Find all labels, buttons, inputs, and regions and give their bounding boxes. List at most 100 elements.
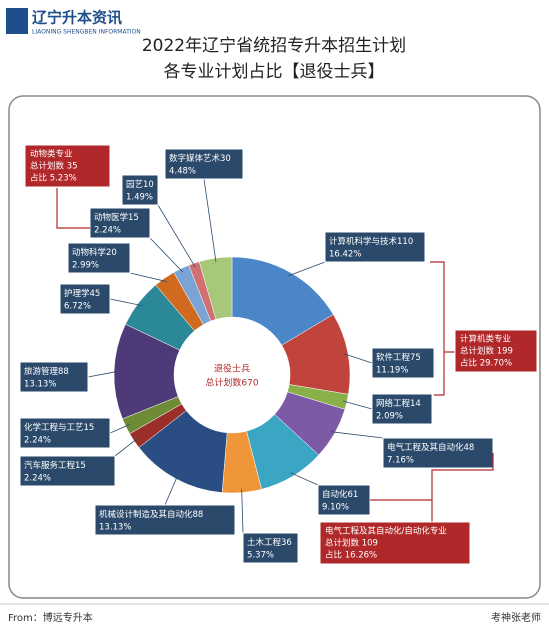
- value-label: 2.24%: [94, 226, 121, 236]
- category-label: 护理学45: [64, 288, 100, 299]
- group-line: 占比 29.70%: [460, 358, 512, 369]
- label-box: [19, 455, 116, 487]
- value-label: 1.49%: [126, 193, 153, 203]
- value-label: 16.42%: [329, 250, 361, 260]
- label-box: [94, 504, 236, 536]
- count: 36: [281, 538, 292, 548]
- leader-line: [157, 204, 196, 268]
- count: 48: [464, 443, 475, 453]
- category-name: 机械设计制造及其自动化: [99, 509, 193, 520]
- category-name: 护理学: [64, 288, 90, 299]
- group-line: 占比 16.26%: [325, 550, 377, 561]
- category-name: 动物科学: [72, 247, 107, 258]
- value-label: 11.19%: [376, 366, 408, 376]
- category-label: 数字媒体艺术30: [169, 153, 231, 164]
- leader-line: [330, 431, 384, 439]
- source: From：博远专升本: [8, 611, 93, 624]
- count: 45: [90, 289, 101, 299]
- category-label: 园艺10: [126, 180, 154, 190]
- label-box: [242, 532, 299, 564]
- label-box: [371, 347, 435, 379]
- group-line: 总计划数 199: [460, 346, 513, 357]
- center-title: 退役士兵: [214, 363, 250, 375]
- category-label: 网络工程14: [376, 398, 421, 409]
- count: 14: [410, 399, 421, 409]
- label-box: [59, 283, 111, 315]
- leader-line: [343, 353, 373, 364]
- leader-line: [114, 438, 138, 457]
- category-name: 自动化: [322, 489, 348, 500]
- category-name: 动物医学: [94, 212, 129, 223]
- category-name: 旅游管理: [24, 366, 59, 377]
- label-box: [371, 393, 433, 425]
- category-name: 园艺: [126, 180, 143, 190]
- category-name: 软件工程: [376, 352, 411, 363]
- count: 10: [143, 180, 154, 190]
- group-line: 占比 5.23%: [30, 173, 77, 184]
- label-box: [164, 148, 244, 180]
- category-label: 电气工程及其自动化48: [387, 442, 474, 453]
- label-box: [19, 417, 111, 449]
- value-label: 4.48%: [169, 167, 196, 177]
- leader-line: [241, 488, 244, 534]
- category-name: 化学工程与工艺: [24, 422, 84, 433]
- count: 110: [397, 237, 413, 247]
- category-label: 动物科学20: [72, 247, 117, 258]
- author: 考神张老师: [491, 611, 541, 624]
- leader-line: [288, 261, 326, 277]
- value-label: 6.72%: [64, 302, 91, 312]
- value-label: 13.13%: [24, 380, 56, 390]
- value-label: 2.09%: [376, 412, 403, 422]
- center-label: 总计划数670: [205, 377, 258, 389]
- chart: 计算机科学与技术110 16.42% 软件工程75 11.19% 网络工程14 2.09%…: [19, 144, 538, 565]
- category-label: 计算机科学与技术110: [329, 236, 413, 247]
- logo-icon: [6, 8, 28, 34]
- label-box: [67, 242, 131, 274]
- label-box: [19, 361, 89, 393]
- category-name: 计算机科学与技术: [329, 236, 398, 247]
- count: 30: [220, 154, 231, 164]
- leader-line: [129, 272, 167, 282]
- logo: 辽宁升本资讯: [32, 9, 122, 27]
- subtitle: 各专业计划占比【退役士兵】: [164, 62, 385, 82]
- leader-line: [109, 298, 142, 306]
- label-box: [317, 484, 371, 516]
- value-label: 13.13%: [99, 523, 131, 533]
- leader-line: [342, 400, 373, 410]
- label-box: [382, 437, 494, 469]
- category-name: 数字媒体艺术: [169, 153, 221, 164]
- group-box: [454, 329, 538, 373]
- count: 15: [128, 213, 139, 223]
- value-label: 2.24%: [24, 436, 51, 446]
- leader-line: [87, 370, 119, 378]
- count: 61: [348, 490, 359, 500]
- group-line: 总计划数 35: [30, 161, 78, 172]
- leader-line: [203, 178, 217, 263]
- count: 88: [193, 510, 204, 520]
- group-bracket: [430, 261, 445, 396]
- value-label: 7.16%: [387, 456, 414, 466]
- category-name: 电气工程及其自动化: [387, 442, 464, 453]
- count: 20: [106, 248, 117, 258]
- label-box: [324, 231, 426, 263]
- category-label: 软件工程75: [376, 352, 421, 363]
- group-bracket: [56, 188, 90, 229]
- slice: [198, 256, 233, 320]
- group-line: 动物类专业: [30, 149, 73, 160]
- category-name: 土木工程: [247, 537, 282, 548]
- category-label: 自动化61: [322, 489, 358, 500]
- category-label: 汽车服务工程15: [24, 460, 86, 471]
- category-name: 汽车服务工程: [24, 460, 76, 471]
- count: 15: [75, 461, 86, 471]
- value-label: 5.37%: [247, 551, 274, 561]
- category-label: 土木工程36: [247, 537, 292, 548]
- group-line: 总计划数 109: [325, 538, 378, 549]
- category-label: 动物医学15: [94, 212, 139, 223]
- group-box: [24, 144, 111, 188]
- label-box: [121, 174, 159, 206]
- label-box: [89, 207, 151, 239]
- value-label: 9.10%: [322, 503, 349, 513]
- count: 88: [58, 367, 69, 377]
- value-label: 2.24%: [24, 474, 51, 484]
